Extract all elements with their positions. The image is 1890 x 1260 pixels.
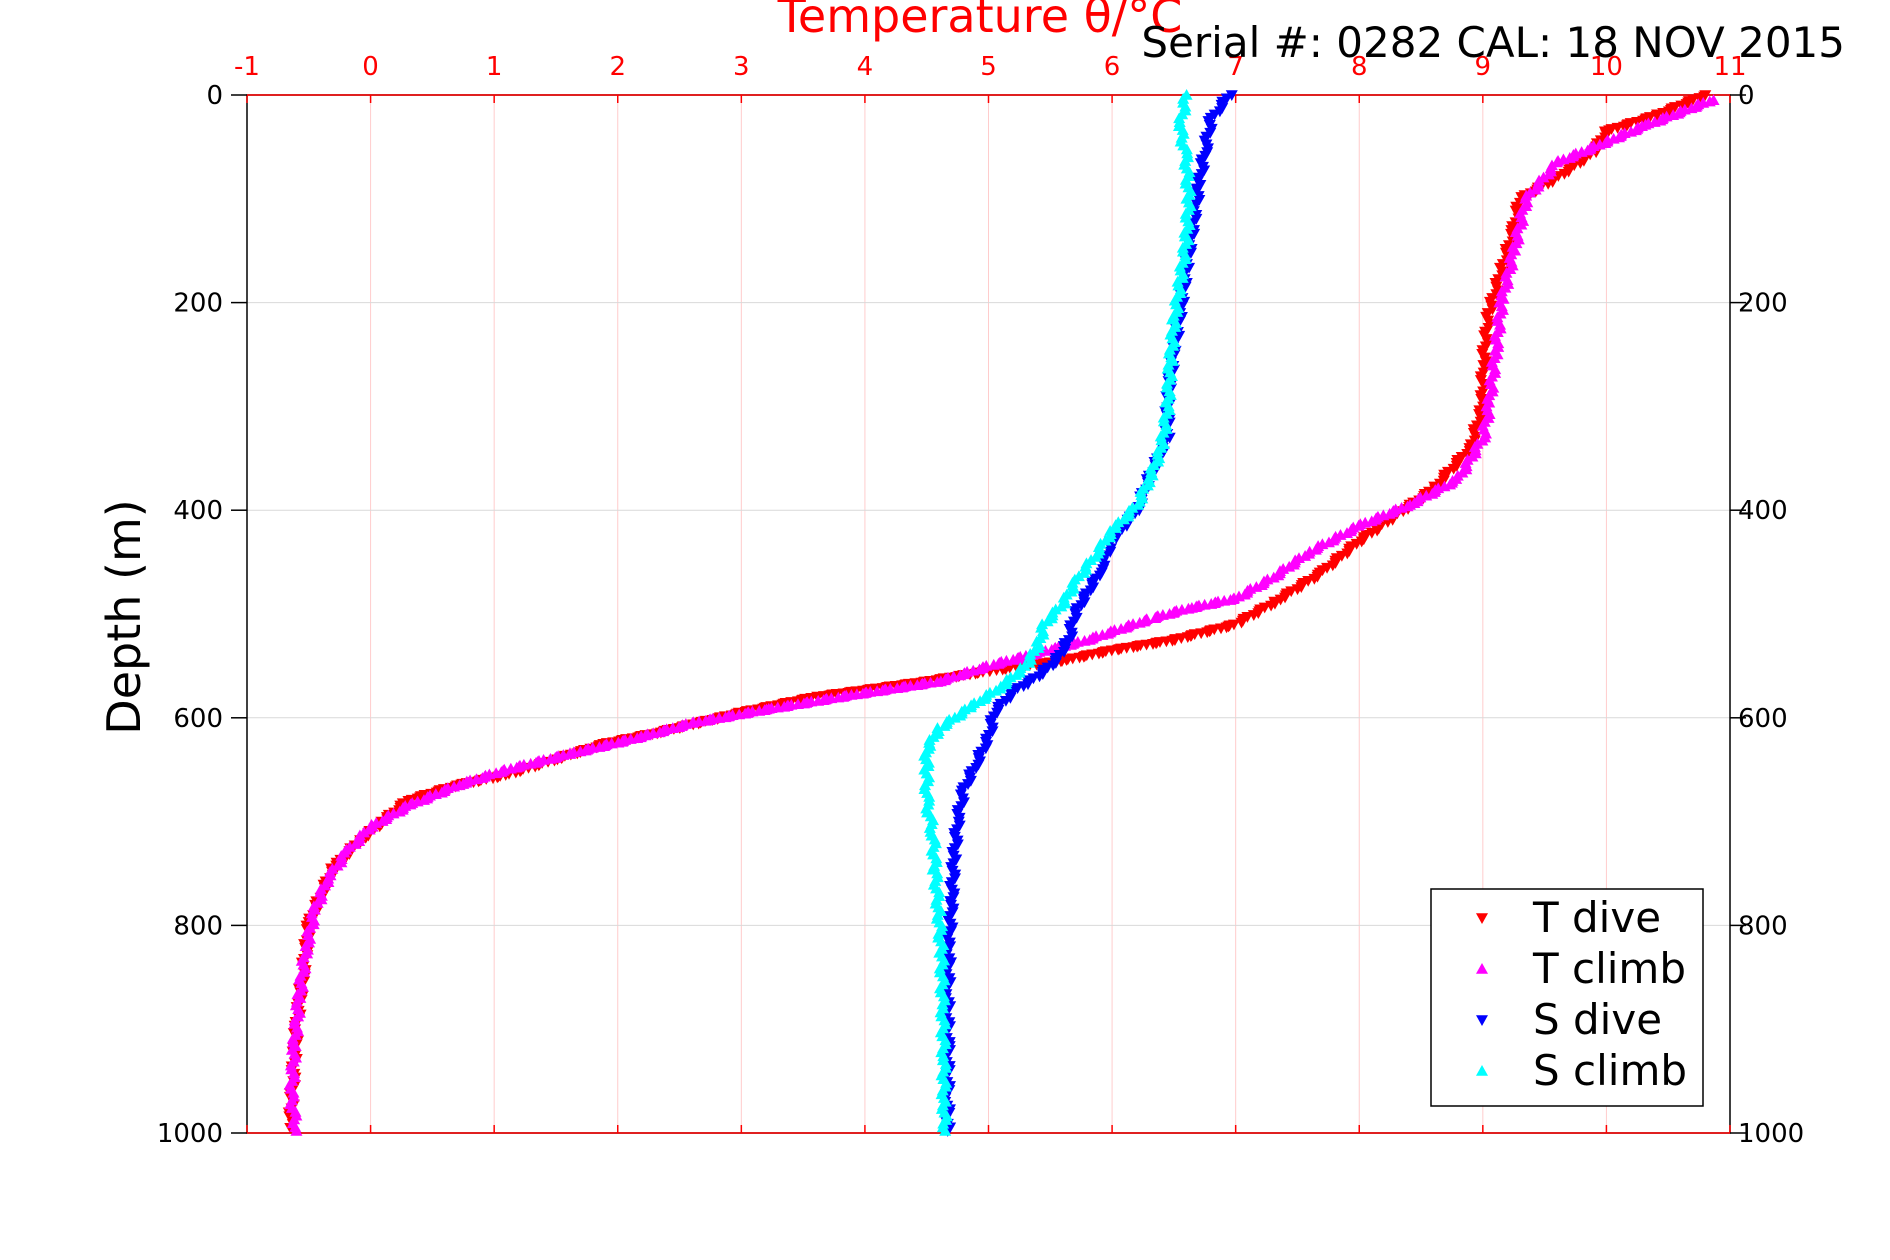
data-point [987, 658, 1000, 670]
x-tick-label: 2 [609, 52, 626, 82]
legend-marker [1476, 1065, 1488, 1076]
x-tick-label: -1 [234, 52, 260, 82]
data-point [999, 695, 1012, 707]
data-point [1322, 536, 1335, 548]
y-tick-label-right: 0 [1738, 81, 1755, 111]
data-point [1433, 478, 1446, 490]
x-tick-label: 11 [1713, 52, 1746, 82]
x-tick-label: 6 [1104, 52, 1121, 82]
y-axis-ticks: 0 0 200 200 400 400 600 600 800 800 1000 1000 [157, 81, 1804, 1149]
chart-title: Temperature θ/°C [777, 0, 1183, 43]
data-point [1340, 527, 1353, 538]
data-point [939, 1124, 952, 1136]
serial-calibration-label: Serial #: 0282 CAL: 18 NOV 2015 [1141, 18, 1845, 67]
legend-box [1430, 888, 1704, 1107]
x-tick-label: 8 [1351, 52, 1368, 82]
x-tick-label: 10 [1590, 52, 1623, 82]
series-t-climb [283, 94, 1720, 1136]
legend-label-t-climb: T climb [1532, 944, 1686, 993]
series-layer [282, 89, 1720, 1137]
data-point [290, 1124, 303, 1136]
y-tick-label-right: 1000 [1738, 1119, 1804, 1149]
data-point [1093, 570, 1106, 582]
y-tick-label-right: 800 [1738, 911, 1788, 941]
y-tick-label: 600 [173, 704, 223, 734]
y-tick-label-right: 400 [1738, 496, 1788, 526]
data-point [1447, 463, 1460, 475]
x-axis-ticks: -1 0 1 2 3 4 5 6 7 8 9 10 11 [234, 52, 1747, 1133]
y-tick-label: 1000 [157, 1119, 223, 1149]
legend-marker [1476, 963, 1488, 974]
data-point [1075, 600, 1088, 612]
x-tick-label: 5 [980, 52, 997, 82]
y-tick-label-right: 600 [1738, 704, 1788, 734]
legend: T dive T climb S dive S climb [1430, 888, 1704, 1107]
x-tick-label: 1 [486, 52, 503, 82]
data-point [1225, 90, 1238, 101]
x-tick-label: 4 [857, 52, 874, 82]
y-tick-label: 400 [173, 496, 223, 526]
data-point [1149, 612, 1162, 623]
legend-label-t-dive: T dive [1532, 893, 1661, 942]
y-axis-label: Depth (m) [97, 499, 151, 734]
legend-label-s-climb: S climb [1533, 1046, 1687, 1095]
x-tick-label: 0 [362, 52, 379, 82]
data-point [1213, 106, 1226, 118]
y-tick-label: 0 [206, 81, 223, 111]
x-tick-label: 9 [1475, 52, 1492, 82]
x-tick-label: 3 [733, 52, 750, 82]
series-s-climb [918, 89, 1197, 1136]
data-point [938, 720, 951, 731]
legend-marker [1476, 1015, 1488, 1026]
x-tick-label: 7 [1227, 52, 1244, 82]
legend-label-s-dive: S dive [1533, 995, 1662, 1044]
legend-marker [1476, 913, 1488, 924]
data-point [1084, 585, 1097, 597]
y-tick-label-right: 200 [1738, 289, 1788, 319]
y-tick-label: 800 [173, 911, 223, 941]
y-tick-label: 200 [173, 289, 223, 319]
